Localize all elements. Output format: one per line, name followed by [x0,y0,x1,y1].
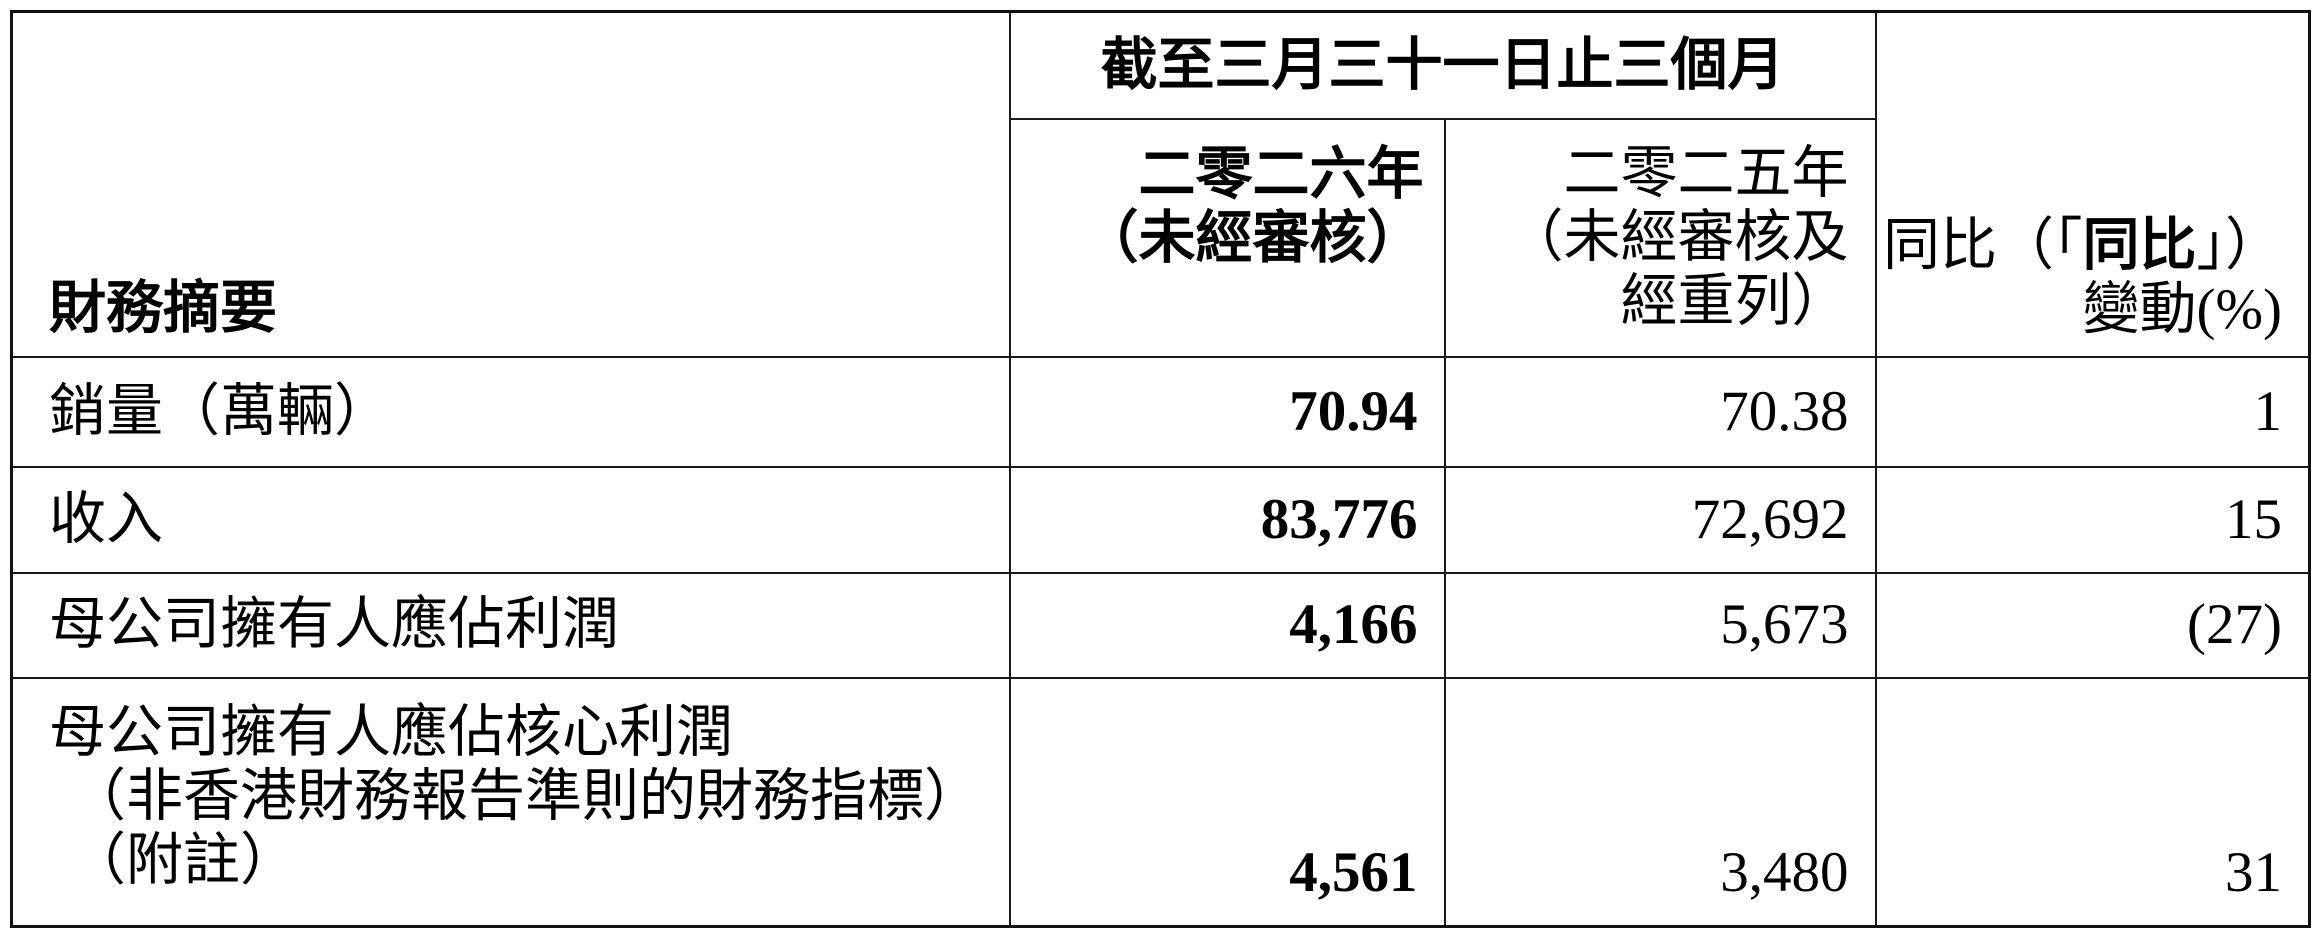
core-profit-label-line3: （附註） [69,828,297,892]
cell-revenue-2026: 83,776 [1008,465,1446,574]
yoy-header-bold-term: 同比 [2082,212,2197,277]
cell-revenue-2025: 72,692 [1443,465,1877,574]
cell-sales-volume-2026: 70.94 [1008,355,1446,468]
row-label-profit-attributable: 母公司擁有人應佔利潤 [10,571,1011,679]
col-header-2025-line2: （未經審核及 [1506,205,1849,269]
row-label-core-profit: 母公司擁有人應佔核心利潤 （非香港財務報告準則的財務指標） （附註） [10,676,1011,928]
table-corner-label: 財務摘要 [10,10,1011,358]
header-row-period: 財務摘要 截至三月三十一日止三個月 同比（「同比」） 變動(%) [10,10,2311,358]
row-label-sales-volume: 銷量（萬輛） [10,355,1011,468]
cell-sales-volume-2025: 70.38 [1443,355,1877,468]
cell-core-profit-yoy: 31 [1874,676,2311,928]
cell-profit-yoy: (27) [1874,571,2311,679]
col-header-2026-line1: 二零二六年 [1138,141,1424,206]
yoy-header-prefix: 同比（「 [1883,213,2083,277]
table-row-sales-volume: 銷量（萬輛） 70.94 70.38 1 [10,355,2311,468]
table-row-revenue: 收入 83,776 72,692 15 [10,465,2311,574]
header-row-years: 二零二六年 （未經審核） 二零二五年 （未經審核及 經重列） [12,117,2310,358]
core-profit-label-line2: （非香港財務報告準則的財務指標） [69,764,981,828]
core-profit-label-line1: 母公司擁有人應佔核心利潤 [49,700,733,764]
cell-profit-2025: 5,673 [1443,571,1877,679]
yoy-header-line1: 同比（「同比」） [1878,212,2283,278]
yoy-header-cell: 同比（「同比」） 變動(%) [1874,10,2311,358]
cell-revenue-yoy: 15 [1874,465,2311,574]
cell-sales-volume-yoy: 1 [1874,355,2311,468]
table-row-core-profit: 母公司擁有人應佔核心利潤 （非香港財務報告準則的財務指標） （附註） 4,561… [10,676,2311,928]
period-header-cell: 截至三月三十一日止三個月 [1008,10,1877,120]
cell-profit-2026: 4,166 [1008,571,1446,679]
yoy-header-suffix: 」） [2196,213,2283,277]
financial-summary-table: 財務摘要 截至三月三十一日止三個月 同比（「同比」） 變動(%) 二零二六年 （… [10,10,2311,928]
row-label-revenue: 收入 [10,465,1011,574]
cell-core-profit-2026: 4,561 [1008,676,1446,928]
col-header-2026-line2: （未經審核） [1081,205,1424,270]
col-header-2025-line3: 經重列） [1620,269,1849,333]
col-header-2026: 二零二六年 （未經審核） [1008,117,1446,358]
table-row-profit-attributable: 母公司擁有人應佔利潤 4,166 5,673 (27) [10,571,2311,679]
yoy-header-line2: 變動(%) [2082,277,2282,341]
col-header-2025: 二零二五年 （未經審核及 經重列） [1443,117,1877,358]
cell-core-profit-2025: 3,480 [1443,676,1877,928]
col-header-2025-line1: 二零二五年 [1563,141,1849,205]
